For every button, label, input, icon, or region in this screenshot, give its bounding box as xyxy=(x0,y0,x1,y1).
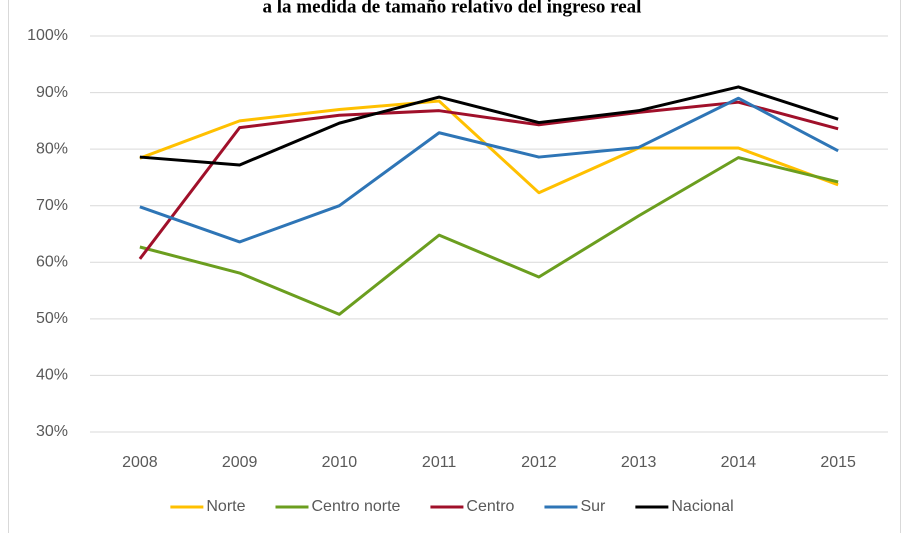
series-line xyxy=(139,99,839,195)
series-line xyxy=(139,96,839,244)
x-tick-label: 2009 xyxy=(222,454,258,471)
series-line xyxy=(138,100,839,260)
y-tick-label: 70% xyxy=(36,197,68,214)
series-line xyxy=(139,85,839,167)
legend-label: Centro xyxy=(466,498,514,515)
y-tick-label: 90% xyxy=(36,84,68,101)
x-tick-label: 2008 xyxy=(122,454,158,471)
y-tick-label: 40% xyxy=(36,367,68,384)
x-tick-label: 2011 xyxy=(422,454,457,471)
legend-label: Nacional xyxy=(671,498,733,515)
series-line xyxy=(139,156,839,316)
x-tick-label: 2015 xyxy=(820,454,856,471)
y-tick-label: 30% xyxy=(36,423,68,440)
legend-label: Centro norte xyxy=(311,498,400,515)
legend-label: Norte xyxy=(206,498,245,515)
x-tick-label: 2012 xyxy=(521,454,557,471)
y-tick-label: 80% xyxy=(36,140,68,157)
y-tick-label: 50% xyxy=(36,310,68,327)
x-tick-label: 2014 xyxy=(721,454,757,471)
y-tick-label: 60% xyxy=(36,254,68,271)
chart-border xyxy=(8,0,901,533)
y-tick-label: 100% xyxy=(27,27,68,44)
x-tick-label: 2010 xyxy=(322,454,358,471)
x-tick-label: 2013 xyxy=(621,454,657,471)
legend-label: Sur xyxy=(580,498,606,515)
chart-title: a la medida de tamaño relativo del ingre… xyxy=(263,0,642,17)
